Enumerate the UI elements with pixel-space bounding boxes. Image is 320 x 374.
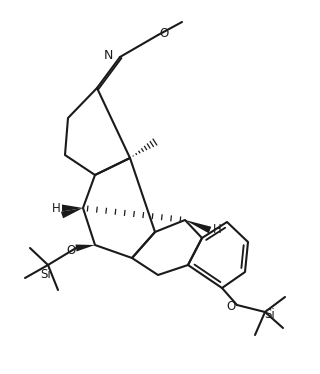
Text: Si: Si [265, 307, 276, 321]
Polygon shape [62, 205, 83, 212]
Text: O: O [66, 245, 76, 258]
Text: O: O [159, 27, 169, 40]
Text: H: H [52, 202, 60, 215]
Text: N: N [104, 49, 113, 61]
Polygon shape [76, 245, 95, 251]
Polygon shape [185, 220, 211, 233]
Polygon shape [61, 208, 83, 218]
Text: Si: Si [41, 269, 52, 282]
Text: O: O [226, 300, 236, 313]
Text: H: H [212, 223, 221, 236]
